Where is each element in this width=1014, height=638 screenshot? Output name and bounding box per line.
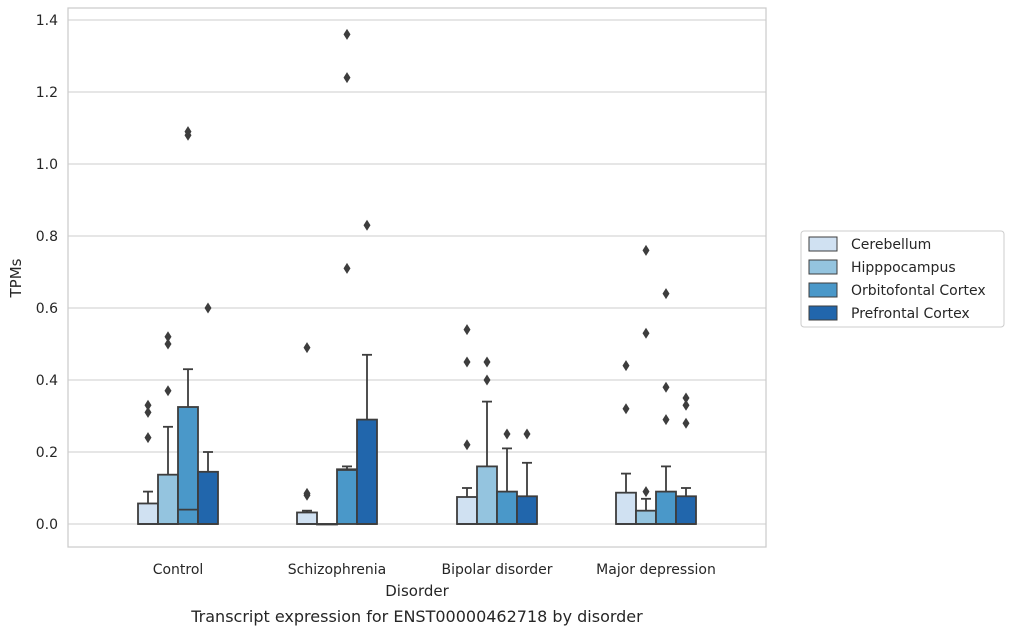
box-group [675, 392, 697, 525]
y-tick-label: 0.6 [36, 301, 58, 317]
y-tick-label: 1.2 [36, 85, 58, 101]
outlier-point [463, 439, 471, 451]
outlier-point [164, 331, 172, 343]
legend-frame [800, 230, 1005, 328]
box-rect [296, 511, 318, 525]
legend-label: Orbitofontal Cortex [851, 283, 986, 299]
box-rect [675, 495, 697, 525]
box-rect [157, 473, 179, 525]
outlier-point [343, 72, 351, 84]
box-group [177, 126, 199, 525]
x-tick-label: Major depression [596, 562, 716, 578]
outlier-point [144, 406, 152, 418]
outlier-point [144, 432, 152, 444]
outlier-point [682, 399, 690, 411]
outlier-point [164, 385, 172, 397]
legend: Cerebellum Hipppocampus Orbitofontal Corte… [800, 230, 1005, 328]
box-group [476, 356, 498, 525]
box-rect [496, 490, 518, 525]
outlier-point [463, 324, 471, 336]
outlier-point [622, 360, 630, 372]
x-tick-labels: Control Schizophrenia Bipolar disorder Majo… [153, 562, 716, 578]
outlier-point [642, 244, 650, 256]
box-group [356, 219, 378, 525]
outlier-point [503, 428, 511, 440]
outlier-point [682, 417, 690, 429]
outlier-point [184, 126, 192, 138]
outlier-point [144, 399, 152, 411]
legend-swatch [808, 305, 838, 321]
box-series [137, 28, 697, 526]
outlier-point [622, 403, 630, 415]
outlier-point [483, 374, 491, 386]
outlier-point [303, 342, 311, 354]
x-tick-label: Control [153, 562, 204, 578]
outlier-point [483, 356, 491, 368]
outlier-point [303, 487, 311, 499]
legend-label: Cerebellum [851, 237, 931, 253]
outlier-point [642, 327, 650, 339]
plot-frame [67, 7, 767, 548]
y-tick-label: 0.8 [36, 229, 58, 245]
box-group [296, 342, 318, 525]
box-rect [635, 509, 657, 525]
x-tick-label: Bipolar disorder [441, 562, 552, 578]
box-group [655, 288, 677, 525]
box-rect [197, 470, 219, 525]
box-rect [516, 495, 538, 525]
outlier-point [662, 288, 670, 300]
legend-swatch [808, 236, 838, 252]
box-group [615, 360, 637, 525]
box-group [316, 523, 338, 526]
outlier-point [642, 486, 650, 498]
x-tick-label: Schizophrenia [288, 562, 386, 578]
y-axis-label: TPMs [7, 258, 25, 298]
legend-swatch [808, 259, 838, 275]
box-group [137, 399, 159, 525]
box-rect [336, 468, 358, 525]
y-tick-label: 0.0 [36, 517, 58, 533]
box-rect [137, 502, 159, 525]
box-group [456, 324, 478, 525]
box-group [336, 28, 358, 525]
outlier-point [662, 414, 670, 426]
box-rect [476, 465, 498, 525]
x-axis-label: Disorder [385, 582, 449, 600]
box-rect [456, 496, 478, 525]
outlier-point [343, 262, 351, 274]
box-group [496, 428, 518, 525]
box-rect [615, 491, 637, 525]
box-rect [356, 418, 378, 525]
outlier-point [164, 338, 172, 350]
outlier-point [363, 219, 371, 231]
box-group [197, 302, 219, 525]
y-tick-label: 1.4 [36, 13, 58, 29]
legend-label: Hipppocampus [851, 260, 956, 276]
y-tick-label: 0.4 [36, 373, 58, 389]
y-tick-label: 0.2 [36, 445, 58, 461]
outlier-point [523, 428, 531, 440]
outlier-point [343, 28, 351, 40]
outlier-point [463, 356, 471, 368]
box-rect [655, 490, 677, 525]
legend-label: Prefrontal Cortex [851, 306, 970, 322]
legend-swatch [808, 282, 838, 298]
outlier-point [662, 381, 670, 393]
y-tick-label: 1.0 [36, 157, 58, 173]
box-group [516, 428, 538, 525]
outlier-point [204, 302, 212, 314]
outlier-point [682, 392, 690, 404]
y-tick-labels: 0.0 0.2 0.4 0.6 0.8 1.0 1.2 1.4 [36, 13, 58, 533]
box-rect [177, 406, 199, 525]
figure-caption: Transcript expression for ENST0000046271… [190, 607, 643, 626]
